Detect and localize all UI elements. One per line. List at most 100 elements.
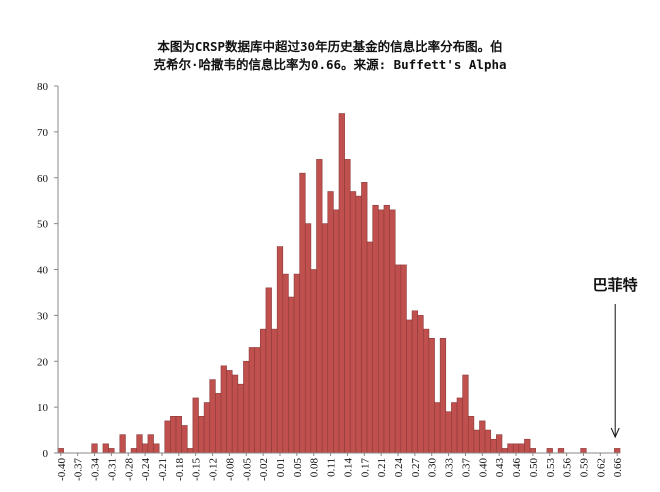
x-tick-label: 0.46 <box>511 458 523 478</box>
histogram-bar <box>226 370 233 454</box>
histogram-bar <box>209 379 216 454</box>
histogram-bar <box>529 448 537 454</box>
histogram-bar <box>479 420 486 454</box>
histogram-bar <box>580 448 587 454</box>
histogram-bar <box>130 448 137 454</box>
histogram-bar <box>546 448 553 454</box>
histogram-bar <box>496 434 503 454</box>
histogram-bar <box>389 209 396 454</box>
histogram-bar <box>91 443 98 454</box>
histogram-bar <box>524 438 531 454</box>
x-tick-label: 0.11 <box>326 458 338 477</box>
histogram-bar <box>102 443 109 454</box>
histogram-bar <box>451 402 458 454</box>
chart-title: 本图为CRSP数据库中超过30年历史基金的信息比率分布图。伯 克希尔·哈撒韦的信… <box>0 38 660 74</box>
x-tick-label: -0.12 <box>208 458 220 481</box>
x-tick-label: 0.43 <box>494 458 506 478</box>
histogram-bar <box>299 172 306 454</box>
histogram-bar <box>614 448 621 454</box>
annotation-label: 巴菲特 <box>593 276 638 294</box>
x-tick-label: 0.50 <box>528 458 540 478</box>
histogram-bar <box>411 310 418 454</box>
histogram-bar <box>484 429 492 454</box>
x-tick-label: 0.53 <box>545 458 557 478</box>
x-tick-label: 0.05 <box>292 458 304 478</box>
histogram-bar <box>445 411 452 454</box>
y-tick-label: 40 <box>37 265 49 277</box>
histogram-bar <box>220 365 227 454</box>
histogram-bar <box>400 264 407 454</box>
x-tick-label: 0.21 <box>376 458 388 477</box>
histogram-bar <box>512 443 520 454</box>
histogram-bar <box>265 287 272 454</box>
histogram-bar <box>142 443 149 454</box>
x-tick-label: 0.56 <box>562 458 574 478</box>
y-tick-label: 60 <box>37 173 49 185</box>
histogram-bar <box>557 448 565 454</box>
histogram-bar <box>316 159 323 454</box>
histogram-bar <box>293 273 300 454</box>
histogram-bar <box>288 296 295 454</box>
histogram-bar <box>338 113 345 454</box>
histogram-bar <box>198 415 205 454</box>
histogram-bar <box>333 209 340 454</box>
histogram-bar <box>181 425 188 454</box>
x-tick-label: 0.14 <box>342 458 354 478</box>
histogram-bar <box>349 191 357 454</box>
histogram-bar <box>417 315 424 454</box>
y-tick-label: 20 <box>37 356 49 368</box>
histogram-bar <box>372 204 379 454</box>
histogram-bar <box>248 347 256 454</box>
x-tick-label: 0.01 <box>275 458 287 477</box>
x-tick-label: -0.05 <box>241 458 253 481</box>
histogram-bar <box>237 383 244 454</box>
histogram-bar <box>271 328 278 454</box>
histogram-bar <box>434 402 441 454</box>
histogram-bar <box>215 393 222 454</box>
histogram-bar <box>394 264 402 454</box>
histogram-bar <box>108 448 115 454</box>
histogram-bar <box>203 402 211 454</box>
histogram-bar <box>175 415 182 454</box>
title-line-2: 克希尔·哈撒韦的信息比率为0.66。来源: Buffett's Alpha <box>153 57 507 72</box>
histogram-bar <box>456 397 463 454</box>
x-tick-label: 0.66 <box>612 458 624 478</box>
histogram-bar <box>361 182 368 454</box>
y-tick-label: 30 <box>37 310 49 322</box>
histogram-bar <box>57 448 64 454</box>
histogram-bar <box>276 246 284 454</box>
y-tick-label: 0 <box>43 448 49 460</box>
histogram-bar <box>327 191 334 454</box>
histogram-bar <box>304 223 312 454</box>
histogram-bar <box>422 328 430 454</box>
x-tick-label: -0.28 <box>123 458 135 481</box>
histogram-bar <box>310 269 317 454</box>
histogram-bar <box>119 434 126 454</box>
histogram-bar <box>462 374 469 454</box>
x-tick-label: -0.02 <box>258 458 270 481</box>
histogram-bar <box>147 434 154 454</box>
x-tick-label: 0.27 <box>410 458 422 478</box>
histogram-bar <box>153 443 160 454</box>
x-tick-label: -0.31 <box>106 458 118 481</box>
x-tick-label: 0.40 <box>477 458 489 478</box>
histogram-bar <box>186 448 194 454</box>
y-tick-label: 10 <box>37 402 49 414</box>
title-line-1: 本图为CRSP数据库中超过30年历史基金的信息比率分布图。伯 <box>157 39 503 54</box>
histogram-bar <box>490 438 497 454</box>
histogram-bar <box>366 241 374 454</box>
x-tick-label: -0.24 <box>140 458 152 481</box>
x-tick-label: -0.21 <box>157 458 169 481</box>
y-tick-label: 80 <box>37 81 49 93</box>
histogram-bar <box>192 397 199 454</box>
histogram-bar <box>378 209 385 454</box>
x-tick-label: -0.37 <box>73 458 85 481</box>
arrow-head-icon <box>610 427 620 439</box>
histogram-bar <box>164 420 171 454</box>
x-tick-label: 0.17 <box>359 458 371 478</box>
histogram-bar <box>467 415 475 454</box>
histogram-bar <box>231 374 239 454</box>
histogram-bar <box>518 443 525 454</box>
histogram-bar <box>282 273 289 454</box>
